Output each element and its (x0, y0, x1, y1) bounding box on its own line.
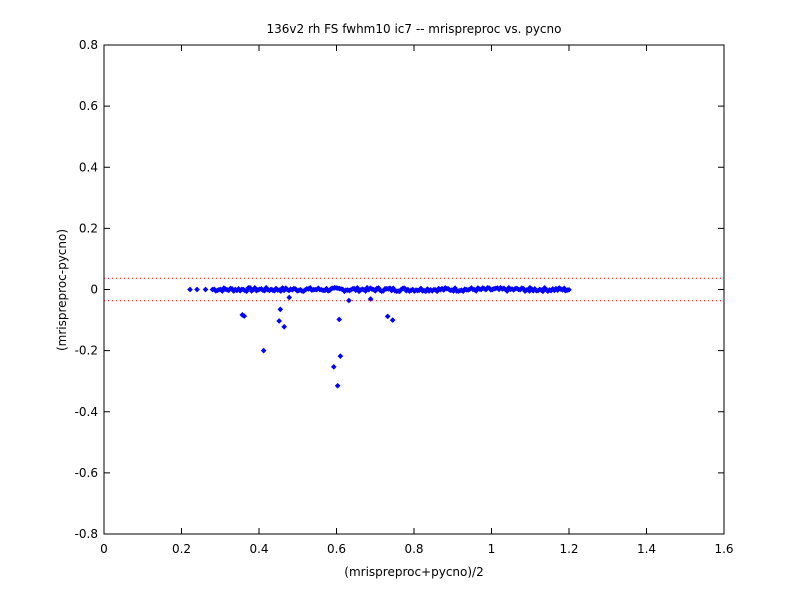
data-point (346, 297, 352, 304)
x-tick-labels: 0 0.2 0.4 0.6 0.8 1 1.2 1.4 1.6 (100, 542, 733, 556)
y-tick-label: -0.8 (75, 527, 98, 541)
data-point (389, 317, 396, 323)
y-tick-label: 0.2 (79, 221, 98, 235)
y-tick-label: 0.4 (79, 160, 98, 174)
axis-ticks (103, 44, 725, 535)
x-tick-label: 1.2 (559, 542, 578, 556)
data-point (334, 382, 341, 389)
y-tick-labels: 0.8 0.6 0.4 0.2 0 -0.2 -0.4 -0.6 -0.8 (75, 38, 98, 541)
reference-lines (104, 277, 724, 302)
data-point (330, 363, 337, 370)
chart-title: 136v2 rh FS fwhm10 ic7 -- mrispreproc vs… (267, 22, 562, 36)
data-point (336, 316, 343, 323)
x-tick-label: 0 (100, 542, 108, 556)
data-point (202, 286, 209, 293)
data-point (562, 287, 568, 294)
y-tick-label: -0.4 (75, 405, 98, 419)
x-tick-label: 1 (488, 542, 496, 556)
data-point (384, 313, 391, 320)
data-point (276, 318, 282, 324)
x-tick-label: 0.6 (327, 542, 346, 556)
data-point (281, 323, 288, 330)
data-point (187, 286, 193, 293)
x-tick-label: 0.8 (404, 542, 423, 556)
y-tick-label: 0.8 (79, 38, 98, 52)
y-tick-label: 0.6 (79, 99, 98, 113)
x-tick-label: 1.6 (714, 542, 733, 556)
y-tick-label: -0.6 (75, 466, 98, 480)
data-point (194, 286, 200, 293)
data-point (241, 313, 248, 319)
y-axis-label: (mrispreproc-pycno) (55, 229, 69, 351)
data-points (187, 284, 572, 389)
x-tick-label: 0.2 (172, 542, 191, 556)
data-point (277, 306, 284, 313)
y-tick-label: -0.2 (75, 344, 98, 358)
x-tick-label: 0.4 (249, 542, 268, 556)
data-point (337, 353, 344, 359)
x-axis-label: (mrispreproc+pycno)/2 (344, 565, 483, 579)
data-point (286, 294, 293, 301)
y-tick-label: 0 (90, 283, 98, 297)
data-point (367, 296, 374, 302)
data-point (555, 286, 561, 293)
data-point (526, 288, 533, 294)
x-tick-label: 1.4 (637, 542, 656, 556)
data-point (260, 347, 267, 354)
data-point (539, 287, 546, 294)
data-point (566, 286, 572, 293)
